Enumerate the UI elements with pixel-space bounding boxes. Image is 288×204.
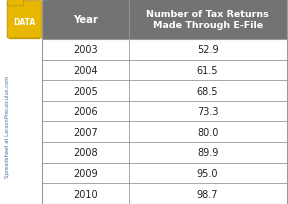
FancyBboxPatch shape (9, 9, 40, 40)
Bar (42, 163, 129, 183)
Bar (42, 101, 129, 122)
Bar (129, 81, 287, 101)
Bar (129, 0, 287, 40)
Bar (129, 40, 287, 60)
Bar (129, 122, 287, 142)
Text: 2010: 2010 (73, 189, 98, 199)
Bar (129, 163, 287, 183)
Bar (42, 60, 129, 81)
Text: 2007: 2007 (73, 127, 98, 137)
Text: 2006: 2006 (73, 107, 98, 117)
Bar (42, 0, 287, 204)
Bar (42, 142, 129, 163)
Text: 80.0: 80.0 (197, 127, 218, 137)
Bar (129, 183, 287, 204)
Text: DATA: DATA (13, 18, 36, 27)
Bar (129, 60, 287, 81)
Text: Year: Year (73, 15, 98, 25)
Bar (42, 122, 129, 142)
Text: Spreadsheet at LarsonPrecalculus.com: Spreadsheet at LarsonPrecalculus.com (5, 75, 10, 177)
FancyBboxPatch shape (7, 2, 42, 39)
Text: 52.9: 52.9 (197, 45, 218, 55)
Text: 73.3: 73.3 (197, 107, 218, 117)
Text: 98.7: 98.7 (197, 189, 218, 199)
Text: 89.9: 89.9 (197, 148, 218, 158)
Bar (42, 40, 129, 60)
Bar (42, 0, 129, 40)
Text: 61.5: 61.5 (197, 66, 218, 75)
Text: 2009: 2009 (73, 168, 98, 178)
Bar (42, 81, 129, 101)
Text: 2003: 2003 (73, 45, 98, 55)
Text: 2005: 2005 (73, 86, 98, 96)
Text: 95.0: 95.0 (197, 168, 218, 178)
Bar (129, 101, 287, 122)
Bar (129, 142, 287, 163)
Text: 2008: 2008 (73, 148, 98, 158)
Text: 68.5: 68.5 (197, 86, 218, 96)
Bar (42, 183, 129, 204)
Text: Number of Tax Returns
Made Through E-File: Number of Tax Returns Made Through E-Fil… (146, 10, 269, 30)
FancyBboxPatch shape (8, 0, 24, 7)
Text: 2004: 2004 (73, 66, 98, 75)
